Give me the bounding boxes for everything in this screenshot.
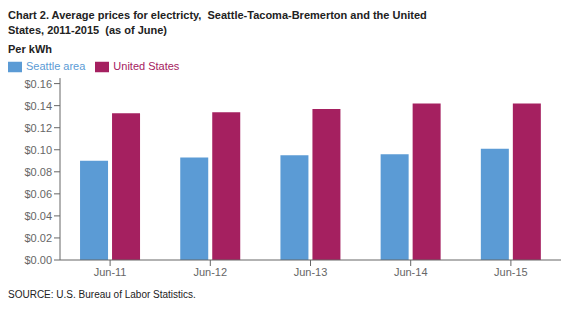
- html-text:SOURCE: U.S. Bureau of Labor S: SOURCE: U.S. Bureau of Labor Statistics.: [8, 289, 196, 300]
- svg-text:Jun-11: Jun-11: [94, 266, 127, 278]
- svg-text:$0.10: $0.10: [24, 144, 52, 156]
- svg-text:Jun-12: Jun-12: [193, 266, 227, 278]
- html-text:States, 2011-2015 (as of June): States, 2011-2015 (as of June): [8, 24, 167, 36]
- svg-text:$0.06: $0.06: [24, 188, 52, 200]
- svg-text:$0.00: $0.00: [24, 254, 52, 266]
- html-text:Per kWh: Per kWh: [8, 43, 52, 55]
- svg-text:$0.14: $0.14: [24, 100, 52, 112]
- svg-text:$0.08: $0.08: [24, 166, 52, 178]
- svg-text:$0.04: $0.04: [24, 210, 52, 222]
- svg-text:$0.02: $0.02: [24, 232, 52, 244]
- svg-text:$0.16: $0.16: [24, 78, 52, 90]
- html-text:Seattle area: Seattle area: [26, 60, 86, 72]
- svg-text:Jun-13: Jun-13: [294, 266, 328, 278]
- svg-text:Jun-14: Jun-14: [394, 266, 428, 278]
- svg-text:$0.12: $0.12: [24, 122, 52, 134]
- html-text:United States: United States: [113, 60, 180, 72]
- svg-text:Jun-15: Jun-15: [494, 266, 528, 278]
- html-text:Chart 2. Average prices for el: Chart 2. Average prices for electricty, …: [8, 9, 427, 21]
